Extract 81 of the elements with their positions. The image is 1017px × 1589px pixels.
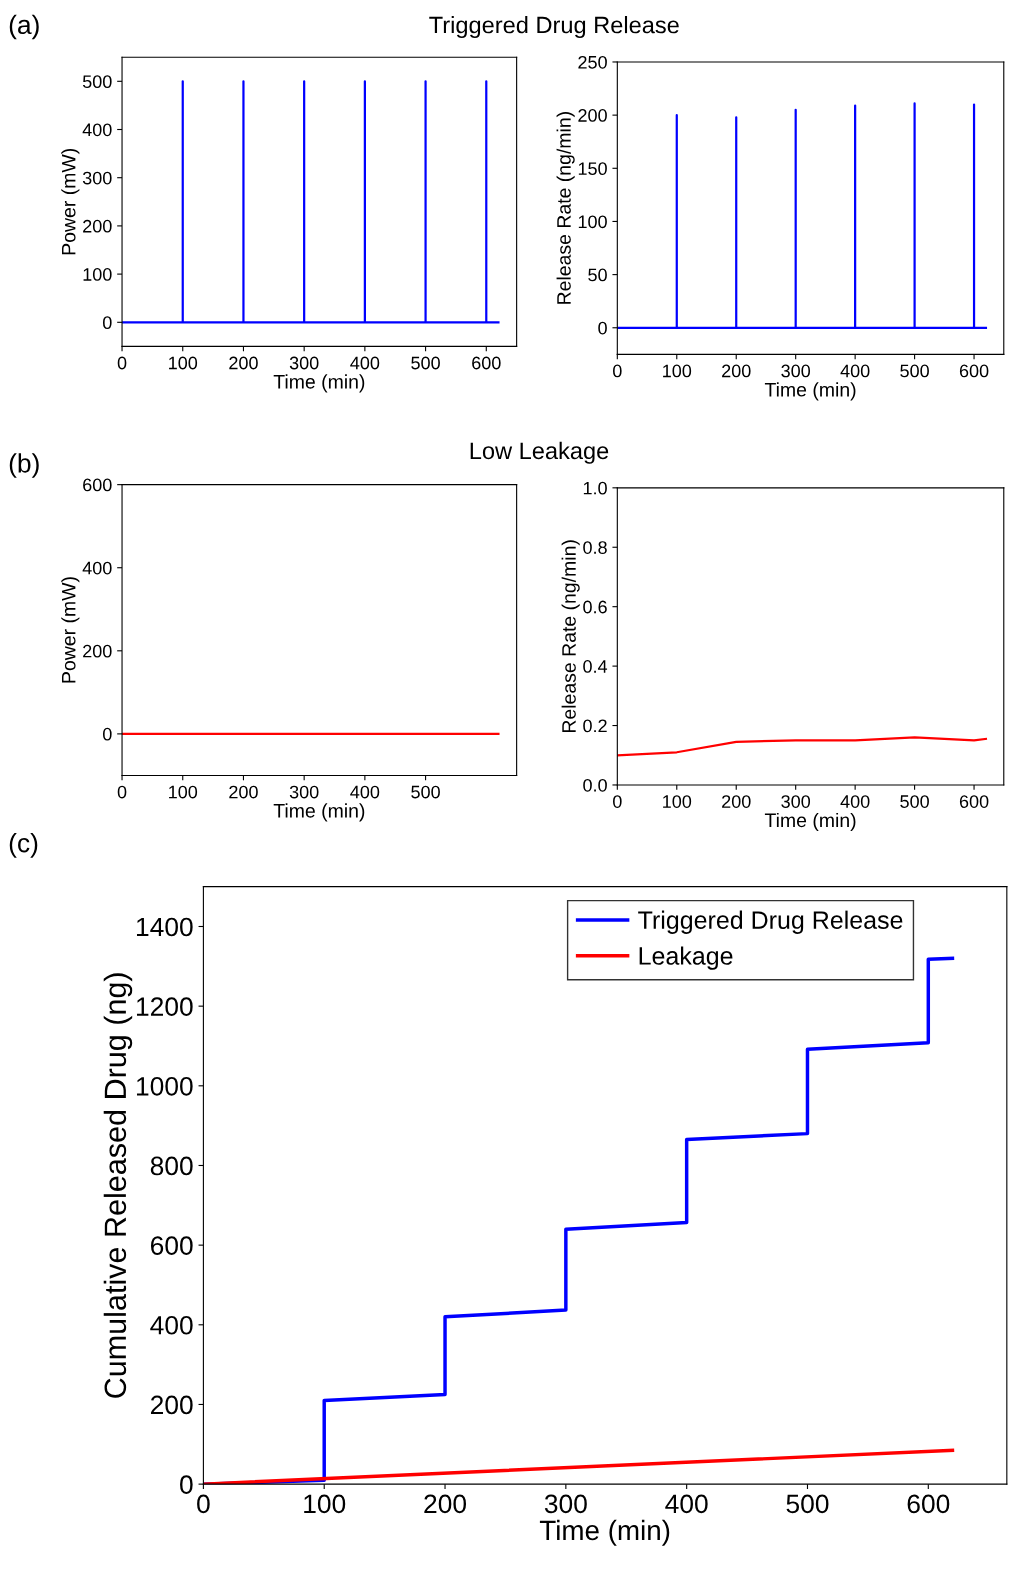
legend-label: Leakage: [639, 946, 733, 970]
y-tick-label: 0: [102, 316, 112, 330]
y-tick-label: 0: [180, 1475, 193, 1494]
x-tick-label: 0: [613, 364, 622, 378]
y-axis-title: Power (mW): [61, 577, 80, 683]
x-tick-label: 500: [411, 785, 440, 799]
x-axis-title: Time (min): [539, 1519, 670, 1546]
y-tick-label: 1400: [136, 917, 193, 937]
x-tick-label: 0: [613, 795, 622, 808]
y-tick-label: 200: [578, 109, 607, 122]
x-tick-label: 0: [117, 356, 127, 370]
legend-label: Triggered Drug Release: [638, 910, 903, 934]
x-tick-label: 400: [665, 1494, 708, 1514]
x-tick-label: 600: [472, 356, 501, 370]
y-axis-title: Release Rate (ng/min): [561, 540, 580, 733]
y-tick-label: 400: [150, 1315, 193, 1335]
text: (b): [9, 453, 39, 478]
y-tick-label: 200: [83, 219, 112, 233]
y-axis-title: Release Rate (ng/min): [556, 112, 575, 304]
x-tick-label: 600: [959, 795, 989, 808]
y-tick-label: 0: [598, 321, 607, 335]
y-tick-label: 500: [82, 75, 112, 89]
x-tick-label: 200: [722, 795, 751, 808]
x-tick-label: 100: [663, 795, 692, 808]
x-tick-label: 500: [411, 356, 440, 370]
x-tick-label: 500: [786, 1494, 829, 1514]
y-tick-label: 0.0: [583, 778, 607, 792]
y-tick-label: 0.6: [583, 600, 607, 614]
y-tick-label: 1200: [136, 997, 193, 1016]
x-tick-label: 200: [229, 356, 258, 370]
y-tick-label: 0.4: [583, 660, 608, 673]
y-tick-label: 200: [150, 1395, 193, 1415]
y-tick-label: 100: [83, 268, 112, 281]
x-tick-label: 500: [900, 364, 929, 378]
y-tick-label: 600: [83, 478, 112, 492]
x-tick-label: 400: [840, 364, 870, 378]
x-tick-label: 300: [781, 795, 811, 808]
x-tick-label: 0: [197, 1494, 210, 1514]
x-tick-label: 300: [289, 356, 319, 370]
x-tick-label: 400: [350, 356, 380, 370]
x-tick-label: 600: [907, 1494, 950, 1514]
line-series: [617, 102, 988, 329]
x-tick-label: 300: [544, 1494, 587, 1514]
y-tick-label: 0.8: [583, 541, 607, 554]
line-series: [617, 736, 988, 757]
y-tick-label: 1000: [136, 1076, 193, 1096]
x-axis-title: Time (min): [273, 374, 365, 393]
x-axis-title: Time (min): [764, 812, 856, 832]
x-tick-label: 500: [900, 795, 929, 808]
x-tick-label: 300: [781, 364, 811, 378]
x-axis-title: Time (min): [764, 382, 856, 401]
y-tick-label: 1.0: [583, 481, 607, 495]
x-tick-label: 200: [424, 1494, 467, 1514]
y-tick-label: 400: [82, 123, 112, 137]
x-tick-label: 0: [117, 785, 127, 799]
chart-title: Low Leakage: [470, 441, 609, 464]
y-tick-label: 0.2: [583, 719, 607, 733]
x-tick-label: 100: [663, 364, 692, 378]
x-tick-label: 300: [289, 785, 319, 799]
chart-title: Triggered Drug Release: [429, 16, 679, 39]
x-tick-label: 600: [959, 364, 989, 378]
x-axis-title: Time (min): [273, 803, 365, 822]
text: (c): [9, 833, 38, 858]
text: (a): [9, 14, 39, 40]
x-tick-label: 400: [350, 785, 380, 799]
x-tick-label: 100: [304, 1494, 346, 1514]
y-tick-label: 400: [82, 561, 112, 575]
y-tick-label: 0: [102, 727, 112, 741]
y-tick-label: 250: [578, 55, 607, 69]
x-tick-label: 200: [722, 364, 751, 378]
y-tick-label: 800: [150, 1156, 193, 1176]
y-axis-title: Cumulative Released Drug (ng): [103, 973, 133, 1398]
y-tick-label: 300: [82, 171, 112, 185]
y-tick-label: 50: [588, 268, 607, 282]
y-tick-label: 200: [83, 644, 112, 658]
y-tick-label: 100: [578, 215, 607, 229]
x-tick-label: 200: [229, 785, 258, 799]
x-tick-label: 400: [840, 795, 870, 808]
y-axis-title: Power (mW): [61, 149, 80, 255]
y-tick-label: 600: [150, 1236, 193, 1255]
y-tick-label: 150: [578, 162, 607, 176]
